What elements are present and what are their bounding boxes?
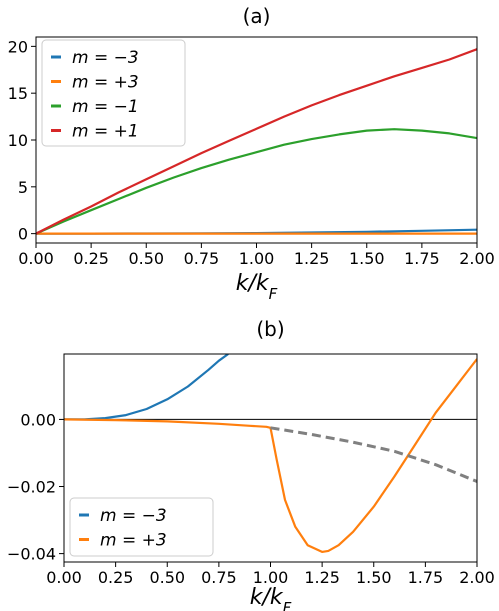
chart-title: (b) <box>256 317 284 341</box>
legend-box <box>69 497 214 557</box>
x-axis-label: k/kF <box>250 585 292 611</box>
legend-box <box>41 39 186 147</box>
y-tick-label: 0.00 <box>20 410 56 429</box>
x-tick-label: 0.75 <box>184 249 220 268</box>
x-tick-label: 0.50 <box>128 249 164 268</box>
y-tick-label: −0.04 <box>7 545 56 564</box>
legend-entry: m = +3 <box>72 73 139 93</box>
x-tick-label: 2.00 <box>459 568 495 587</box>
series-line-m1 <box>36 48 477 235</box>
y-tick-label: 15 <box>8 84 28 103</box>
chart-title: (a) <box>243 4 271 28</box>
y-tick-label: 10 <box>8 131 28 150</box>
y-tick-label: 20 <box>8 37 28 56</box>
x-tick-label: 1.75 <box>408 568 444 587</box>
x-tick-label: 0.25 <box>98 568 134 587</box>
panel-a: (a) 0.00 0.25 0.50 0.75 1.00 1.25 1.50 1.75 2.00 0… <box>8 4 495 303</box>
y-tick-label: 5 <box>18 178 28 197</box>
panel-b: (b) 0.00 0.25 0.50 0.75 1.00 1.25 1.50 1.75 2.00 0… <box>7 317 495 611</box>
x-tick-label: 1.00 <box>253 568 289 587</box>
y-tick-label: 0 <box>18 225 28 244</box>
x-tick-label: 1.25 <box>294 249 330 268</box>
x-tick-label: 1.50 <box>356 568 392 587</box>
series-line-reference-2 <box>270 426 477 483</box>
x-tick-label: 1.00 <box>239 249 275 268</box>
legend-entry: m = −3 <box>100 506 167 526</box>
x-tick-label: 1.50 <box>349 249 385 268</box>
x-axis-label: k/kF <box>236 271 278 303</box>
legend: m = −3 m = +3 m = −1 m = +1 <box>41 39 186 147</box>
x-tick-label: 0.00 <box>46 568 82 587</box>
legend-entry: m = +1 <box>72 122 139 142</box>
x-tick-label: 0.25 <box>73 249 109 268</box>
legend-entry: m = −3 <box>72 48 139 68</box>
x-tick-label: 0.00 <box>18 249 54 268</box>
x-tick-label: 2.00 <box>459 249 495 268</box>
x-tick-label: 1.25 <box>304 568 340 587</box>
legend-entry: m = −1 <box>72 97 139 117</box>
series-line-m1 <box>36 128 477 235</box>
x-tick-label: 0.50 <box>149 568 185 587</box>
series-line-m3 <box>64 354 229 421</box>
x-tick-label: 1.75 <box>404 249 440 268</box>
legend-entry: m = +3 <box>100 531 167 551</box>
legend: m = −3 m = +3 <box>69 497 214 557</box>
y-tick-label: −0.02 <box>7 478 56 497</box>
x-tick-label: 0.75 <box>201 568 237 587</box>
